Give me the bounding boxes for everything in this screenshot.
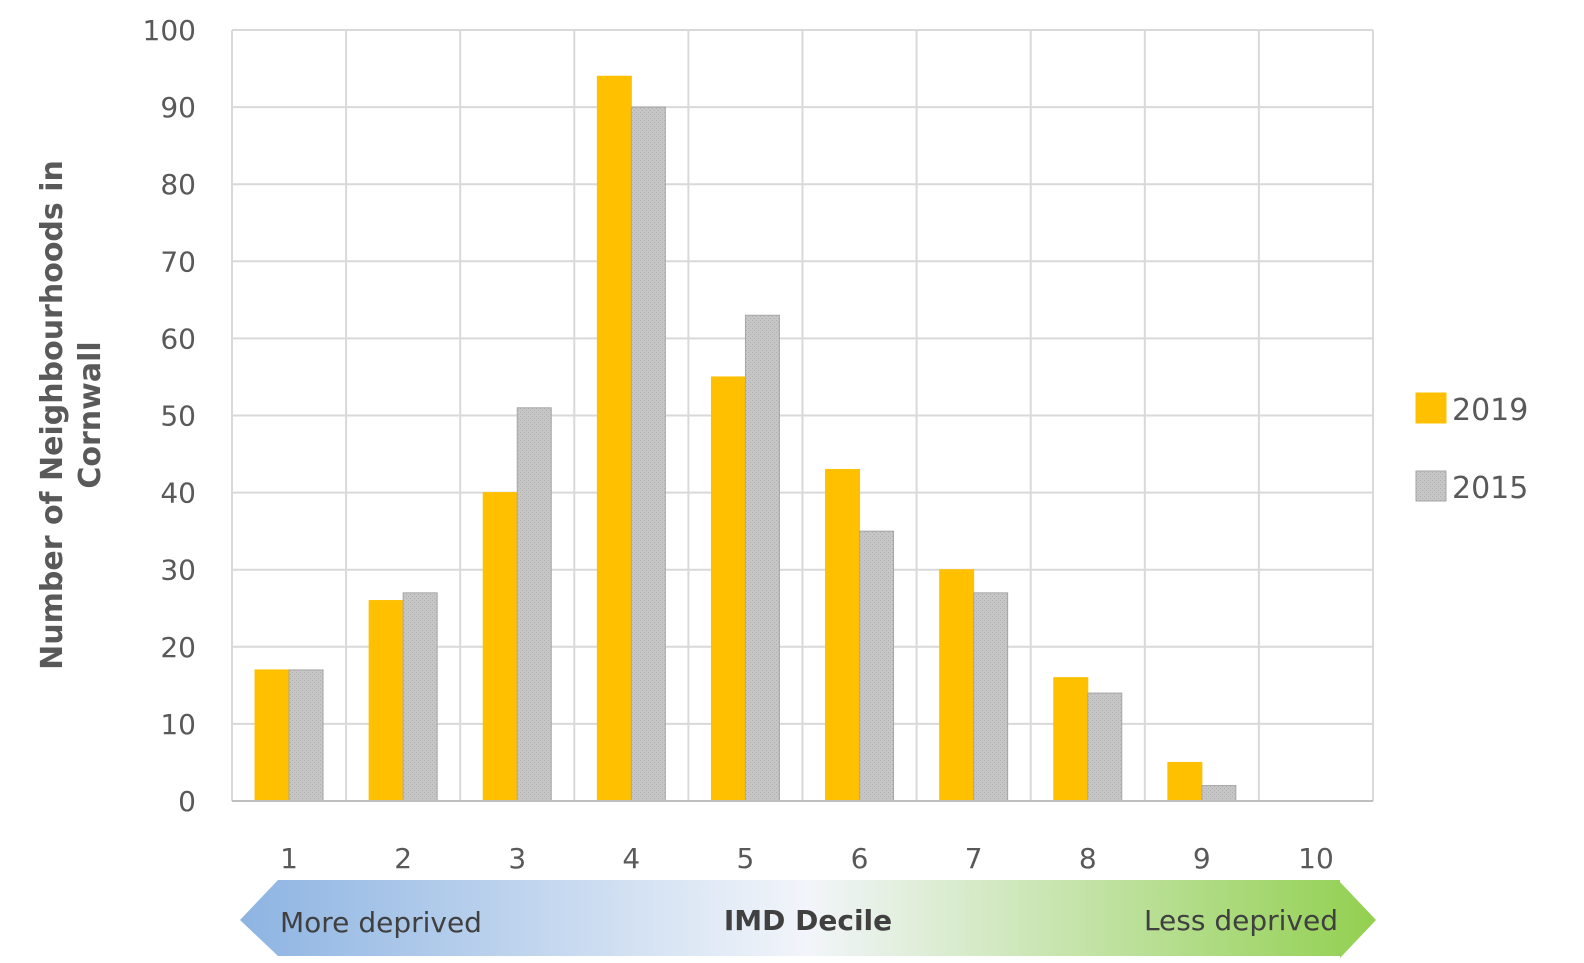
bar-2019-1 (255, 670, 289, 801)
y-tick-label: 70 (160, 245, 196, 278)
bar-2015-2 (403, 593, 437, 801)
bar-2015-8 (1088, 693, 1122, 801)
y-tick-label: 90 (160, 91, 196, 124)
bar-2015-1 (289, 670, 323, 801)
bar-2019-2 (369, 601, 403, 801)
y-tick-label: 100 (143, 14, 196, 47)
deprivation-arrow: More deprived IMD Decile Less deprived (240, 880, 1376, 958)
y-tick-label: 40 (160, 477, 196, 510)
bar-2015-9 (1202, 786, 1236, 801)
legend-label-2019: 2019 (1452, 393, 1528, 428)
x-tick-label: 2 (394, 842, 412, 875)
x-tick-label: 10 (1298, 842, 1334, 875)
bar-2015-3 (517, 408, 551, 801)
bar-2019-9 (1168, 762, 1202, 801)
x-tick-label: 8 (1079, 842, 1097, 875)
bar-2019-3 (483, 493, 517, 801)
bar-2019-7 (940, 570, 974, 801)
arrow-center-label: IMD Decile (724, 904, 892, 937)
arrow-left-label: More deprived (280, 906, 482, 939)
legend: 2019 2015 (1416, 393, 1528, 506)
y-tick-label: 80 (160, 168, 196, 201)
y-tick-label: 0 (178, 785, 196, 818)
legend-label-2015: 2015 (1452, 471, 1528, 506)
bar-2019-6 (826, 469, 860, 801)
bar-2019-8 (1054, 678, 1088, 801)
x-tick-label: 9 (1193, 842, 1211, 875)
x-tick-labels: 1 2 3 4 5 6 7 8 9 10 (280, 842, 1334, 875)
bar-2015-4 (631, 107, 665, 801)
x-tick-label: 7 (965, 842, 983, 875)
x-tick-label: 1 (280, 842, 298, 875)
legend-swatch-2015 (1416, 471, 1446, 501)
y-tick-label: 10 (160, 708, 196, 741)
y-tick-label: 30 (160, 554, 196, 587)
y-axis-label-line2: Cornwall (73, 341, 108, 488)
bar-2019-4 (597, 76, 631, 801)
x-tick-label: 3 (508, 842, 526, 875)
legend-swatch-2019 (1416, 393, 1446, 423)
y-tick-labels: 0 10 20 30 40 50 60 70 80 90 100 (143, 14, 196, 818)
bar-2015-6 (860, 531, 894, 801)
x-tick-label: 6 (851, 842, 869, 875)
y-tick-label: 50 (160, 400, 196, 433)
bar-2015-7 (974, 593, 1008, 801)
bar-2015-5 (745, 315, 779, 801)
x-tick-label: 5 (737, 842, 755, 875)
y-axis-label-line1: Number of Neighbourhoods in (35, 160, 70, 670)
bar-2019-5 (711, 377, 745, 801)
x-tick-label: 4 (622, 842, 640, 875)
y-tick-label: 60 (160, 322, 196, 355)
arrow-right-label: Less deprived (1144, 904, 1338, 937)
y-tick-label: 20 (160, 631, 196, 664)
